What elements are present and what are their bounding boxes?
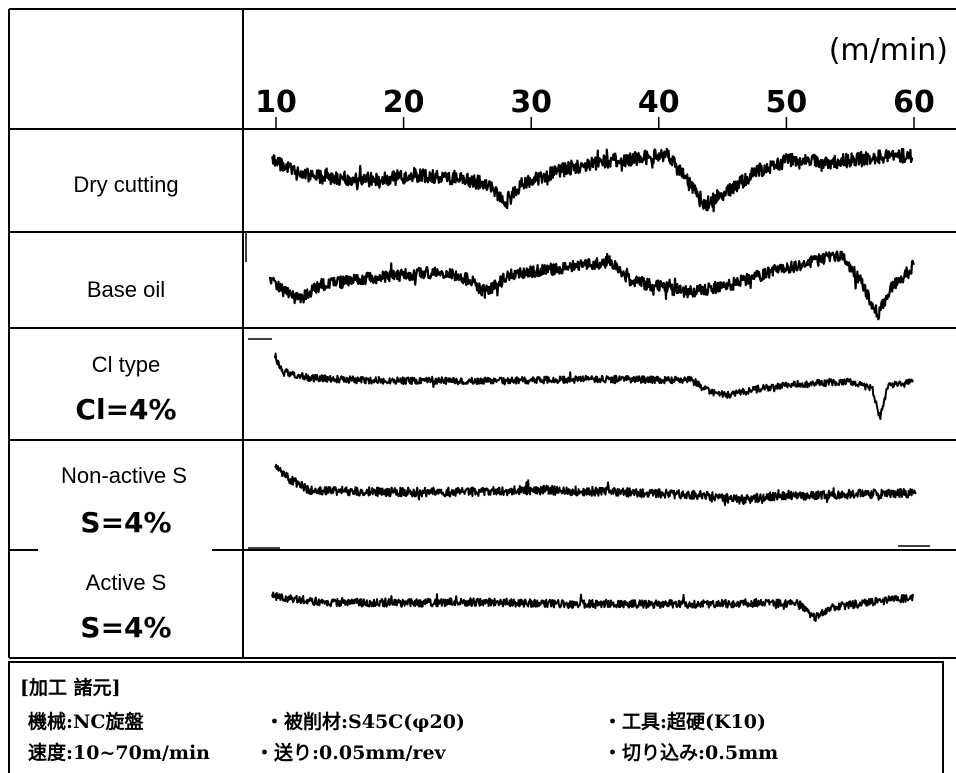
row-label-base-oil: Base oil bbox=[87, 277, 165, 302]
condition-material: ・被削材:S45C(φ20) bbox=[265, 711, 465, 733]
x-tick-label: 30 bbox=[510, 85, 552, 120]
conditions-title: [加工 諸元] bbox=[20, 677, 121, 699]
x-tick-label: 20 bbox=[383, 85, 425, 120]
x-tick-label: 10 bbox=[255, 85, 297, 120]
condition-machine: 機械:NC旋盤 bbox=[28, 711, 144, 733]
trace-cl-type bbox=[274, 352, 915, 420]
friction-chart: (m/min) 10 20 30 40 50 60 Dry cutting Base oi… bbox=[8, 8, 956, 659]
row-label-cl-type: Cl type bbox=[92, 352, 160, 377]
trace-active-s bbox=[271, 591, 915, 622]
x-tick-label: 50 bbox=[766, 85, 808, 120]
row-conc-active-s: S=4% bbox=[80, 611, 171, 644]
x-tick-label: 40 bbox=[638, 85, 680, 120]
friction-traces bbox=[268, 147, 917, 622]
x-tick-marks bbox=[275, 117, 915, 129]
condition-tool: ・工具:超硬(K10) bbox=[603, 711, 766, 733]
condition-depth: ・切り込み:0.5mm bbox=[603, 742, 779, 764]
row-conc-cl-type: Cl=4% bbox=[75, 393, 176, 426]
trace-dry-cutting bbox=[270, 147, 914, 213]
x-tick-labels: 10 20 30 40 50 60 bbox=[255, 85, 935, 120]
conditions-box: [加工 諸元] 機械:NC旋盤 ・被削材:S45C(φ20) ・工具:超硬(K1… bbox=[8, 661, 944, 773]
row-label-active-s: Active S bbox=[86, 570, 167, 595]
unit-label: (m/min) bbox=[829, 33, 948, 68]
condition-speed: 速度:10~70m/min bbox=[28, 742, 210, 764]
table-grid bbox=[8, 8, 956, 659]
condition-feed: ・送り:0.05mm/rev bbox=[255, 742, 446, 764]
row-label-dry-cutting: Dry cutting bbox=[73, 172, 178, 197]
row-label-non-active-s: Non-active S bbox=[61, 463, 187, 488]
trace-base-oil bbox=[268, 250, 915, 321]
marker-lines bbox=[245, 232, 930, 549]
row-conc-non-active-s: S=4% bbox=[80, 506, 171, 539]
trace-non-active-s bbox=[274, 463, 917, 507]
x-tick-label: 60 bbox=[893, 85, 935, 120]
